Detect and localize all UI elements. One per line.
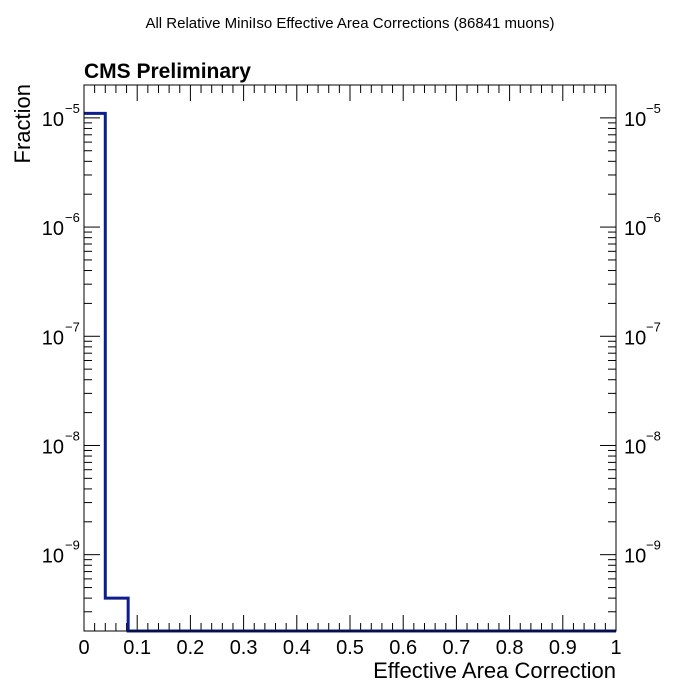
y-tick-label-exponent: −6 xyxy=(65,210,80,225)
x-tick-label: 0 xyxy=(78,637,89,659)
y-tick-label-exponent-right: −9 xyxy=(646,538,661,553)
x-tick-label: 0.7 xyxy=(442,637,470,659)
y-tick-label-base-right: 10 xyxy=(624,327,646,349)
x-tick-label: 0.1 xyxy=(123,637,151,659)
x-axis-label: Effective Area Correction xyxy=(373,658,616,683)
y-tick-label-base: 10 xyxy=(42,546,64,568)
y-tick-label-base-right: 10 xyxy=(624,109,646,131)
y-axis-label: Fraction xyxy=(10,84,35,163)
y-tick-label-exponent-right: −6 xyxy=(646,210,661,225)
y-tick-label-exponent-right: −8 xyxy=(646,428,661,443)
x-tick-label: 0.4 xyxy=(283,637,311,659)
y-tick-label-exponent: −7 xyxy=(65,319,80,334)
y-tick-label-base-right: 10 xyxy=(624,218,646,240)
plot-frame xyxy=(83,84,617,632)
cms-preliminary-label: CMS Preliminary xyxy=(84,60,251,83)
x-tick-label: 0.8 xyxy=(496,637,524,659)
y-tick-label-exponent: −5 xyxy=(65,101,80,116)
y-tick-label-exponent-right: −7 xyxy=(646,319,661,334)
y-tick-label-base: 10 xyxy=(42,109,64,131)
y-tick-label-base: 10 xyxy=(42,218,64,240)
y-tick-label-base: 10 xyxy=(42,436,64,458)
x-tick-label: 0.9 xyxy=(549,637,577,659)
y-tick-label-base: 10 xyxy=(42,327,64,349)
y-tick-label-exponent: −8 xyxy=(65,428,80,443)
y-tick-label-base-right: 10 xyxy=(624,436,646,458)
y-tick-label-base-right: 10 xyxy=(624,546,646,568)
x-tick-label: 0.6 xyxy=(389,637,417,659)
y-tick-label-exponent-right: −5 xyxy=(646,101,661,116)
x-tick-label: 1 xyxy=(610,637,621,659)
y-tick-label-exponent: −9 xyxy=(65,538,80,553)
x-tick-label: 0.2 xyxy=(176,637,204,659)
histogram-series-line xyxy=(84,111,616,633)
x-tick-label: 0.3 xyxy=(230,637,258,659)
x-tick-label: 0.5 xyxy=(336,637,364,659)
chart-title: All Relative MiniIso Effective Area Corr… xyxy=(145,15,554,32)
